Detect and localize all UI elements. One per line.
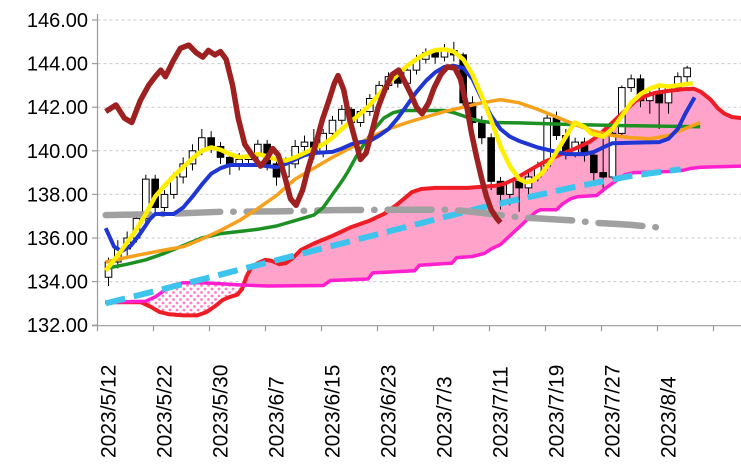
- x-axis-label: 2023/7/27: [601, 365, 624, 458]
- x-axis-label: 2023/7/3: [433, 376, 456, 458]
- candle-down: [590, 154, 598, 174]
- gray-dashdot-ma-line: [102, 206, 670, 232]
- x-axis-label: 2023/6/7: [265, 376, 288, 458]
- candle-up: [608, 132, 617, 178]
- candle-down: [487, 137, 495, 182]
- candle-up: [338, 108, 346, 121]
- orange-ma-line: [105, 97, 701, 264]
- y-axis-label: 132.00: [27, 315, 88, 337]
- cyan-dashed-trendline-line: [104, 166, 681, 307]
- x-axis-label: 2023/7/19: [545, 365, 568, 458]
- y-axis-label: 136.00: [27, 228, 88, 250]
- yellow-ma-line: [103, 47, 694, 273]
- x-axis-label: 2023/8/4: [657, 376, 680, 458]
- darkred-overlay-line: [104, 42, 503, 225]
- candle-up: [328, 119, 337, 134]
- blue-ma-line: [103, 63, 697, 254]
- axes: [92, 14, 741, 332]
- y-axis-labels: 146.00 144.00 142.00 140.00 138.00 136.00 134.…: [27, 10, 88, 337]
- x-axis-label: 2023/5/30: [209, 365, 232, 458]
- cloud-fill-dotted: [105, 282, 244, 316]
- y-axis-label: 144.00: [27, 54, 88, 76]
- candle-down: [599, 172, 607, 178]
- x-axis-label: 2023/6/23: [377, 365, 400, 458]
- candle-down: [496, 180, 505, 195]
- candle-down: [655, 93, 663, 104]
- candle-up: [627, 78, 635, 89]
- x-axis-label: 2023/6/15: [321, 365, 344, 458]
- candle-down: [431, 52, 439, 58]
- y-axis-label: 140.00: [27, 141, 88, 163]
- candle-down: [478, 121, 486, 139]
- y-axis-label: 142.00: [27, 97, 88, 119]
- x-axis-label: 2023/5/12: [98, 365, 121, 458]
- y-axis-label: 146.00: [27, 10, 88, 32]
- candle-down: [552, 117, 561, 137]
- candle-up: [142, 178, 150, 219]
- y-axis-label: 138.00: [27, 184, 88, 206]
- red-cloud-edge-line: [105, 86, 741, 318]
- candle-down: [207, 137, 215, 147]
- x-axis-label: 2023/7/11: [489, 366, 512, 458]
- x-axis-labels: 2023/5/12 2023/5/22 2023/5/30 2023/6/7 2023/…: [98, 365, 681, 458]
- candle-up: [683, 67, 691, 78]
- candle-up: [160, 193, 169, 208]
- y-axis-label: 134.00: [27, 272, 88, 294]
- candle-down: [272, 163, 281, 178]
- candle-up: [300, 141, 309, 147]
- x-axis-label: 2023/5/22: [153, 365, 176, 458]
